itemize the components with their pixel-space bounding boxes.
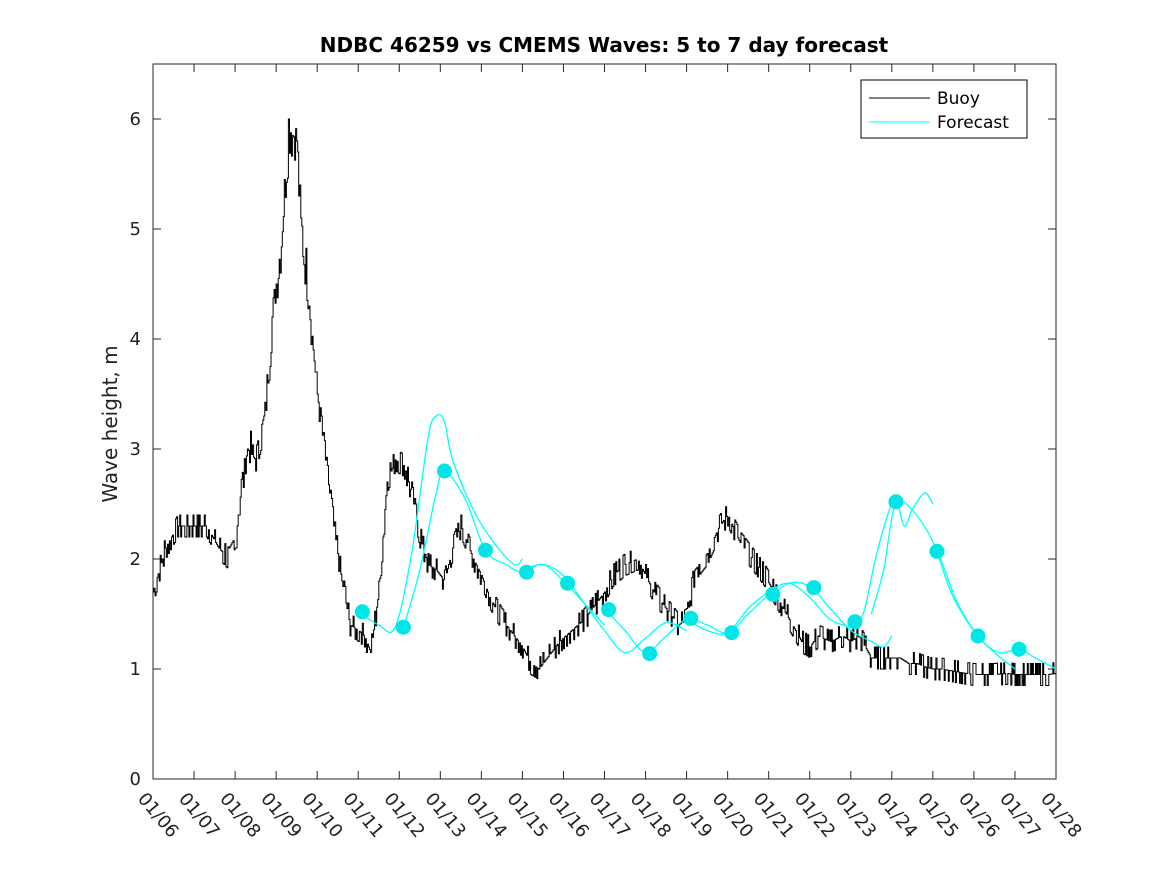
forecast-marker [601, 602, 617, 618]
forecast-marker [806, 580, 822, 596]
forecast-marker [560, 575, 576, 591]
forecast-marker [354, 604, 370, 620]
forecast-marker [765, 586, 781, 602]
y-tick-label: 0 [130, 769, 141, 790]
forecast-series-line [936, 551, 1057, 670]
forecast-marker [929, 543, 945, 559]
forecast-marker [519, 564, 535, 580]
forecast-series-line [522, 563, 687, 654]
y-axis-label: Wave height, m [98, 345, 122, 502]
forecast-marker [477, 542, 493, 558]
forecast-marker [395, 619, 411, 635]
y-tick-label: 2 [130, 549, 141, 570]
y-tick-label: 1 [130, 659, 141, 680]
forecast-series-line [768, 581, 893, 648]
forecast-marker [436, 463, 452, 479]
forecast-marker [724, 625, 740, 641]
forecast-marker [1011, 641, 1027, 657]
legend-forecast-label: Forecast [937, 113, 1009, 133]
legend-buoy-label: Buoy [937, 89, 980, 109]
buoy-series-line [153, 118, 1057, 686]
forecast-marker [847, 614, 863, 630]
forecast-series-line [357, 413, 523, 634]
legend-box [860, 79, 1028, 139]
forecast-marker [888, 494, 904, 510]
y-tick-label: 6 [130, 109, 141, 130]
y-tick-label: 5 [130, 219, 141, 240]
chart-title: NDBC 46259 vs CMEMS Waves: 5 to 7 day fo… [320, 33, 889, 57]
y-tick-label: 3 [130, 439, 141, 460]
y-tick-label: 4 [130, 329, 141, 350]
forecast-marker [970, 628, 986, 644]
forecast-marker [683, 610, 699, 626]
forecast-marker [642, 646, 658, 662]
legend: Buoy Forecast [860, 79, 1028, 139]
